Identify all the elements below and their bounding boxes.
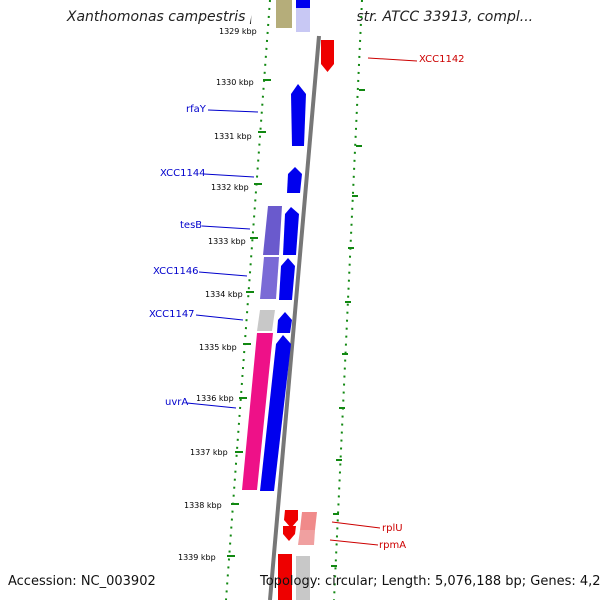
gene-rplU-light[interactable] [300,512,317,530]
label-XCC1144[interactable]: XCC1144 [160,168,206,179]
feature-blue-top[interactable] [296,0,310,8]
label-rfaY[interactable]: rfaY [186,104,207,115]
label-XCC1147[interactable]: XCC1147 [149,309,195,320]
label-uvrA[interactable]: uvrA [165,397,188,408]
backbone-line [268,35,321,600]
feature-red-bottom[interactable] [278,554,292,600]
gene-XCC1146[interactable] [279,258,295,300]
feature-purple-1[interactable] [263,206,282,255]
gene-tesB[interactable] [283,207,299,255]
kbp-tick-1338: 1338 kbp [184,501,222,510]
kbp-tick-1331: 1331 kbp [214,132,252,141]
gene-rpmA-light[interactable] [298,530,315,545]
kbp-tick-1332: 1332 kbp [211,183,249,192]
gene-rpmA[interactable] [283,526,296,541]
feature-light-blue-top[interactable] [296,8,310,32]
forward-label-leaders [186,109,259,409]
gene-rplU[interactable] [284,510,298,528]
gene-XCC1147[interactable] [277,312,292,333]
reverse-label-leaders [329,57,418,546]
kbp-tick-1339: 1339 kbp [178,553,216,562]
topology-text: Topology: circular; Length: 5,076,188 bp… [260,574,600,589]
gene-rfaY[interactable] [291,84,306,146]
kbp-tick-1337: 1337 kbp [190,448,228,457]
kbp-tick-1333: 1333 kbp [208,237,246,246]
feature-grey[interactable] [257,310,275,331]
label-XCC1142[interactable]: XCC1142 [419,54,465,65]
gene-XCC1142[interactable] [321,40,334,72]
label-rpmA[interactable]: rpmA [379,540,406,551]
gene-XCC1144[interactable] [287,167,302,193]
kbp-tick-1330: 1330 kbp [216,78,254,87]
tick-marks [227,79,365,567]
label-rplU[interactable]: rplU [382,523,403,534]
gene-uvrA[interactable] [260,335,291,491]
feature-olive[interactable] [276,0,292,28]
feature-purple-2[interactable] [260,257,279,299]
feature-magenta[interactable] [242,333,273,490]
kbp-tick-1334: 1334 kbp [205,290,243,299]
feature-grey-bottom[interactable] [296,556,310,600]
kbp-tick-1336: 1336 kbp [196,394,234,403]
label-XCC1146[interactable]: XCC1146 [153,266,199,277]
kbp-tick-1329: 1329 kbp [219,27,257,36]
accession-text: Accession: NC_003902 [8,574,156,589]
kbp-tick-1335: 1335 kbp [199,343,237,352]
label-tesB[interactable]: tesB [180,220,202,231]
